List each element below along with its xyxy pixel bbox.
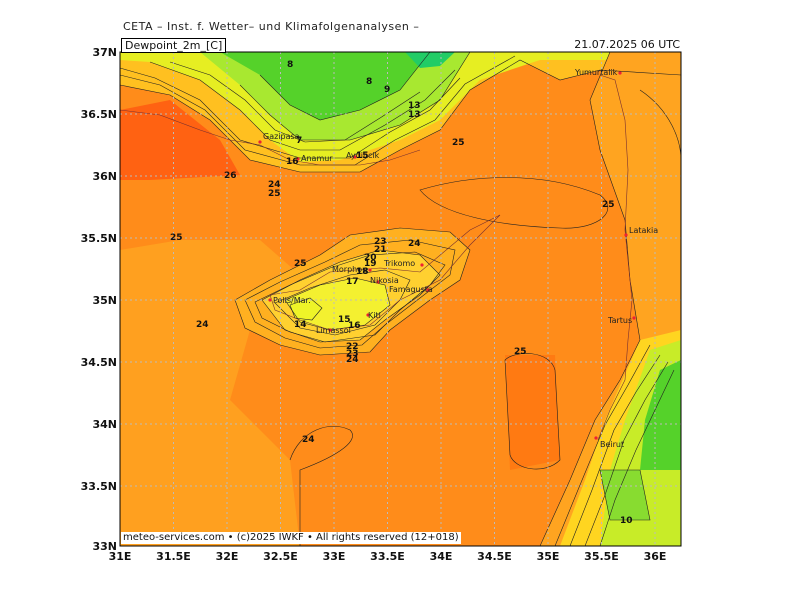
lon-label: 33E [323,550,346,563]
lon-label: 33.5E [370,550,405,563]
lat-lon-grid [120,52,681,546]
city-label: Morphou [332,265,367,274]
lat-label: 35N [92,294,117,307]
copyright-footer: meteo-services.com • (c)2025 IWKF • All … [121,532,461,544]
variable-label: Dewpoint_2m_[C] [121,38,227,53]
city-markers [258,71,636,440]
lat-label: 33N [92,540,117,553]
contour-label: 17 [346,277,359,287]
contour-label: 25 [514,347,527,357]
lat-label: 36.5N [81,108,117,121]
contour-label: 26 [224,171,237,181]
contour-label: 25 [294,259,307,269]
city-label: Gazipasa [263,132,300,141]
city-labels: Yumurtalik Gazipasa Anamur Aydincik Trik… [263,68,658,449]
lon-label: 34.5E [477,550,512,563]
contour-label: 24 [346,355,359,365]
city-label: Limassol [316,326,351,335]
contour-label: 7 [296,136,302,146]
contour-label: 22 [346,342,359,352]
lon-label: 31E [109,550,132,563]
contour-label: 13 [408,110,421,120]
contour-label: 21 [374,245,387,255]
contour-label: 23 [374,237,387,247]
city-label: Kiti [368,311,381,320]
lat-label: 34.5N [81,356,117,369]
lon-label: 36E [644,550,667,563]
valid-time: 21.07.2025 06 UTC [574,38,680,51]
dewpoint-field [120,52,681,546]
map-frame [119,51,682,547]
contour-label: 16 [286,157,299,167]
city-label: Polis/Mar. [273,296,311,305]
city-label: Famagusta [389,285,433,294]
contour-label: 8 [287,60,293,70]
contour-label: 18 [356,267,369,277]
contour-label: 24 [408,239,421,249]
lat-label: 37N [92,46,117,59]
contour-label: 25 [268,189,281,199]
contour-label: 16 [348,321,361,331]
city-label: Anamur [301,154,333,163]
contour-label: 9 [384,85,390,95]
lat-label: 33.5N [81,480,117,493]
city-label: Yumurtalik [574,68,618,77]
contour-label: 8 [366,77,372,87]
header-title: CETA – Inst. f. Wetter– und Klimafolgena… [123,20,420,33]
city-label: Beirut [600,440,624,449]
lat-label: 35.5N [81,232,117,245]
contour-label: 24 [196,320,209,330]
lon-label: 35.5E [584,550,619,563]
lat-label: 36N [92,170,117,183]
lon-label: 32.5E [263,550,298,563]
contour-label: 13 [408,101,421,111]
contour-label: 25 [170,233,183,243]
city-label: Trikomo [383,259,415,268]
city-label: Tartus [607,316,632,325]
contour-label: 23 [346,349,359,359]
contour-label: 25 [452,138,465,148]
coastlines [120,74,633,441]
contour-label: 25 [602,200,615,210]
contour-label: 20 [364,253,377,263]
contour-label: 14 [294,320,307,330]
contour-label: 15 [356,151,369,161]
city-label: Aydincik [346,151,380,160]
latitude-axis: 37N 36.5N 36N 35.5N 35N 34.5N 34N 33.5N … [81,46,117,553]
contour-label: 10 [620,516,633,526]
lon-label: 32E [216,550,239,563]
lon-label: 35E [537,550,560,563]
city-label: Latakia [629,226,658,235]
lon-label: 34E [430,550,453,563]
city-label: Nikosia [370,276,399,285]
lat-label: 34N [92,418,117,431]
contour-label: 19 [364,259,377,269]
contour-labels: 8 8 9 13 13 7 16 15 25 26 24 25 25 25 24… [170,60,633,526]
contour-lines [120,52,681,546]
contour-label: 24 [302,435,315,445]
contour-label: 24 [268,180,281,190]
contour-label: 15 [338,315,351,325]
longitude-axis: 31E 31.5E 32E 32.5E 33E 33.5E 34E 34.5E … [109,550,667,563]
lon-label: 31.5E [156,550,191,563]
